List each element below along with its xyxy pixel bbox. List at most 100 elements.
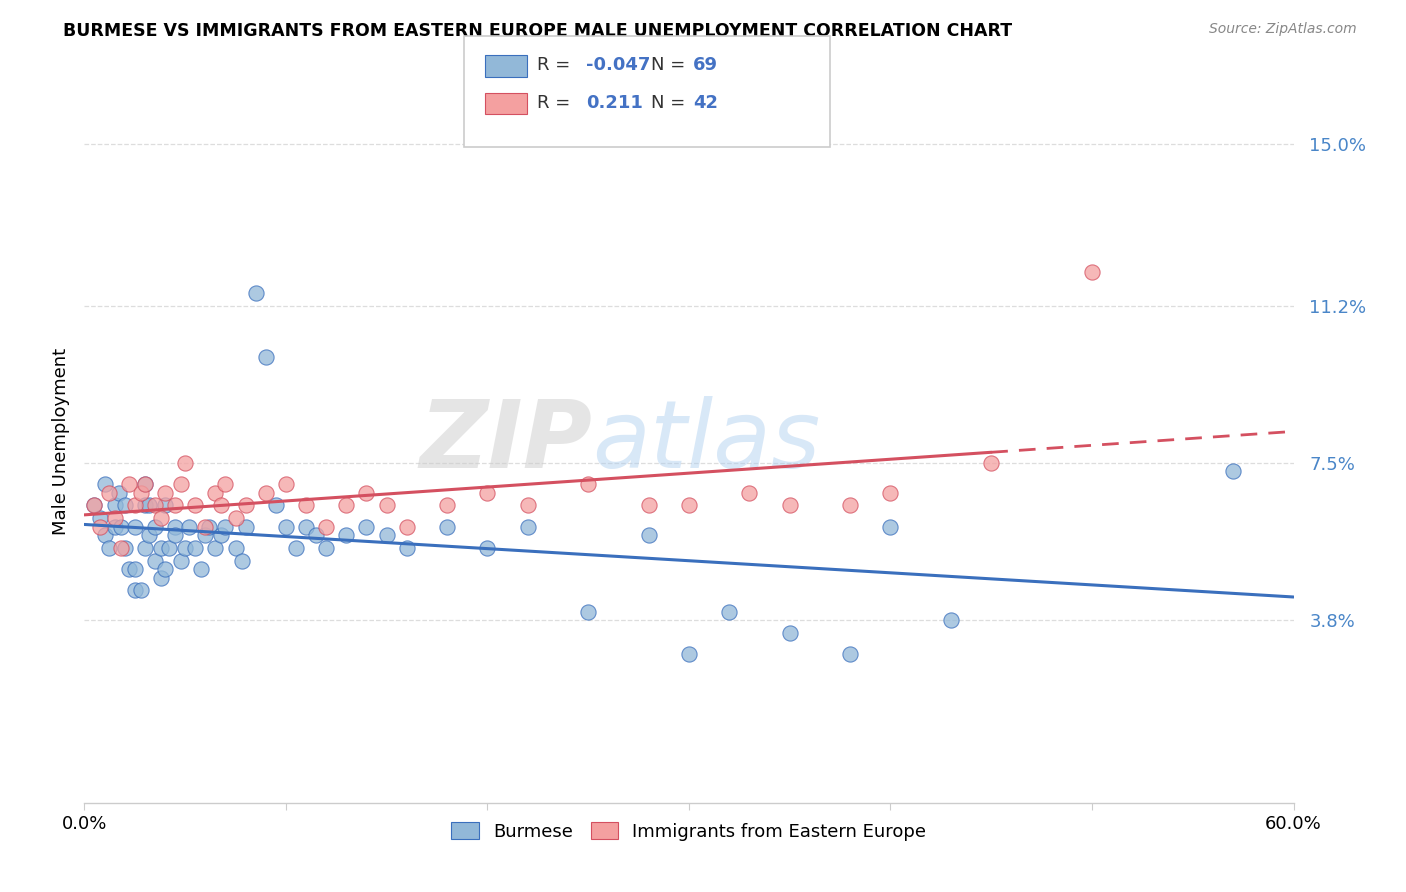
Point bbox=[129, 583, 152, 598]
Point bbox=[678, 647, 700, 661]
Point bbox=[138, 528, 160, 542]
Point bbox=[83, 498, 105, 512]
Point bbox=[879, 519, 901, 533]
Point bbox=[356, 519, 378, 533]
Point bbox=[138, 498, 160, 512]
Text: Source: ZipAtlas.com: Source: ZipAtlas.com bbox=[1209, 22, 1357, 37]
Point bbox=[779, 625, 801, 640]
Point bbox=[149, 570, 172, 584]
Point bbox=[153, 485, 176, 500]
Point bbox=[274, 477, 297, 491]
Point bbox=[204, 485, 226, 500]
Point bbox=[89, 511, 111, 525]
Text: R =: R = bbox=[537, 56, 576, 74]
Point bbox=[89, 519, 111, 533]
Text: atlas: atlas bbox=[592, 396, 821, 487]
Text: R =: R = bbox=[537, 94, 576, 112]
Point bbox=[678, 498, 700, 512]
Text: -0.047: -0.047 bbox=[586, 56, 651, 74]
Text: BURMESE VS IMMIGRANTS FROM EASTERN EUROPE MALE UNEMPLOYMENT CORRELATION CHART: BURMESE VS IMMIGRANTS FROM EASTERN EUROP… bbox=[63, 22, 1012, 40]
Point bbox=[110, 519, 132, 533]
Text: N =: N = bbox=[651, 94, 690, 112]
Point bbox=[134, 498, 156, 512]
Point bbox=[305, 528, 328, 542]
Point bbox=[83, 498, 105, 512]
Point bbox=[839, 647, 862, 661]
Point bbox=[375, 498, 398, 512]
Point bbox=[194, 528, 217, 542]
Point bbox=[157, 541, 180, 555]
Point bbox=[114, 498, 136, 512]
Point bbox=[1081, 264, 1104, 278]
Point bbox=[315, 519, 337, 533]
Point bbox=[97, 485, 120, 500]
Point bbox=[980, 456, 1002, 470]
Point bbox=[315, 541, 337, 555]
Point bbox=[718, 605, 741, 619]
Point bbox=[134, 477, 156, 491]
Point bbox=[97, 541, 120, 555]
Legend: Burmese, Immigrants from Eastern Europe: Burmese, Immigrants from Eastern Europe bbox=[444, 815, 934, 848]
Point bbox=[107, 485, 129, 500]
Text: 42: 42 bbox=[693, 94, 718, 112]
Point bbox=[165, 528, 187, 542]
Point bbox=[143, 498, 166, 512]
Point bbox=[134, 477, 156, 491]
Point bbox=[254, 485, 277, 500]
Text: N =: N = bbox=[651, 56, 690, 74]
Point bbox=[143, 553, 166, 567]
Point bbox=[395, 519, 418, 533]
Point bbox=[214, 477, 236, 491]
Point bbox=[295, 519, 318, 533]
Point bbox=[285, 541, 308, 555]
Point bbox=[939, 613, 962, 627]
Point bbox=[516, 498, 538, 512]
Point bbox=[209, 498, 232, 512]
Point bbox=[174, 456, 197, 470]
Point bbox=[174, 541, 197, 555]
Point bbox=[124, 562, 146, 576]
Point bbox=[179, 519, 201, 533]
Point bbox=[225, 511, 247, 525]
Point bbox=[231, 553, 253, 567]
Point bbox=[637, 498, 659, 512]
Text: 69: 69 bbox=[693, 56, 718, 74]
Point bbox=[637, 528, 659, 542]
Point bbox=[165, 519, 187, 533]
Point bbox=[235, 519, 257, 533]
Point bbox=[879, 485, 901, 500]
Point bbox=[214, 519, 236, 533]
Point bbox=[170, 553, 193, 567]
Point bbox=[839, 498, 862, 512]
Point bbox=[477, 485, 499, 500]
Point bbox=[143, 519, 166, 533]
Point bbox=[124, 498, 146, 512]
Point bbox=[198, 519, 221, 533]
Point bbox=[204, 541, 226, 555]
Point bbox=[209, 528, 232, 542]
Point bbox=[114, 541, 136, 555]
Point bbox=[436, 498, 458, 512]
Point bbox=[93, 528, 115, 542]
Point bbox=[129, 485, 152, 500]
Point bbox=[738, 485, 761, 500]
Point bbox=[124, 583, 146, 598]
Point bbox=[104, 511, 127, 525]
Y-axis label: Male Unemployment: Male Unemployment bbox=[52, 348, 70, 535]
Point bbox=[165, 498, 187, 512]
Point bbox=[245, 285, 267, 300]
Point bbox=[436, 519, 458, 533]
Point bbox=[779, 498, 801, 512]
Point bbox=[477, 541, 499, 555]
Point bbox=[375, 528, 398, 542]
Point bbox=[295, 498, 318, 512]
Point bbox=[118, 562, 141, 576]
Point bbox=[194, 519, 217, 533]
Point bbox=[264, 498, 287, 512]
Point bbox=[335, 528, 357, 542]
Point bbox=[184, 541, 207, 555]
Point bbox=[149, 541, 172, 555]
Point bbox=[184, 498, 207, 512]
Point bbox=[104, 498, 127, 512]
Text: 0.211: 0.211 bbox=[586, 94, 643, 112]
